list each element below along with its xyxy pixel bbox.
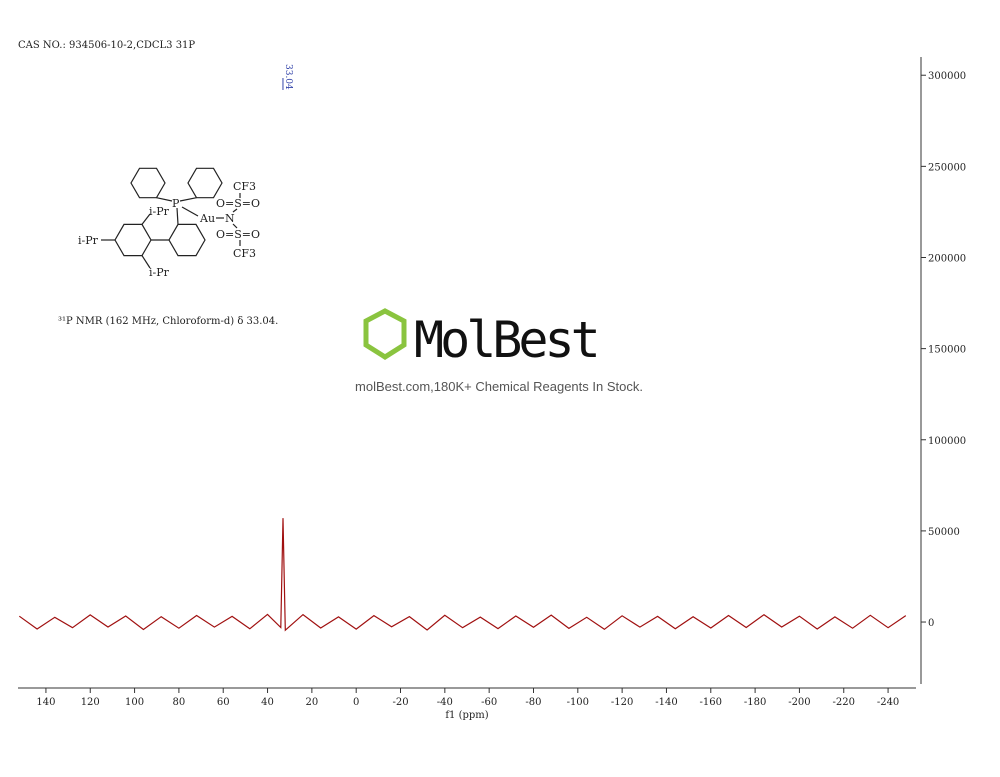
y-tick-label: 0 [928, 618, 934, 629]
x-axis-label: f1 (ppm) [445, 710, 488, 721]
atom-label: i-Pr [149, 205, 170, 218]
watermark: MolBest molBest.com,180K+ Chemical Reage… [355, 308, 643, 394]
ring [187, 167, 223, 199]
atom-label: O=S=O [216, 228, 260, 241]
x-tick-label: 80 [173, 697, 186, 708]
x-tick-label: 40 [261, 697, 274, 708]
x-tick-label: 120 [81, 697, 100, 708]
y-tick-label: 50000 [928, 527, 960, 538]
y-tick-label: 200000 [928, 253, 966, 264]
bond [176, 207, 179, 225]
peak-label: 33.04 [283, 64, 293, 90]
atom-label: i-Pr [149, 266, 170, 279]
x-tick-label: -40 [437, 697, 453, 708]
ring [168, 223, 206, 257]
y-tick-label: 150000 [928, 345, 966, 356]
x-tick-label: -240 [877, 697, 899, 708]
bond [141, 255, 151, 269]
y-tick-label: 250000 [928, 162, 966, 173]
x-tick-label: 60 [217, 697, 230, 708]
atom-label: i-Pr [78, 234, 99, 247]
y-tick-label: 300000 [928, 71, 966, 82]
x-tick-label: -100 [567, 697, 589, 708]
x-tick-label: -20 [392, 697, 408, 708]
tagline: molBest.com,180K+ Chemical Reagents In S… [355, 379, 643, 394]
spectrum-line [18, 518, 907, 632]
atom-label: Au [199, 212, 215, 225]
x-tick-label: 140 [36, 697, 55, 708]
atom-label: P [172, 197, 180, 210]
atom-label: N [225, 212, 235, 225]
bond [156, 197, 173, 202]
ring [114, 223, 152, 257]
x-tick-label: -60 [481, 697, 497, 708]
bond [179, 197, 197, 202]
chart-title: CAS NO.: 934506-10-2,CDCL3 31P [18, 40, 195, 51]
bond [181, 206, 199, 217]
atom-label: O=S=O [216, 197, 260, 210]
x-tick-label: -140 [655, 697, 677, 708]
x-tick-label: 0 [353, 697, 359, 708]
x-tick-label: 100 [125, 697, 144, 708]
x-tick-label: -80 [525, 697, 541, 708]
x-tick-label: -220 [833, 697, 855, 708]
bond [141, 213, 151, 225]
molecule: P Au N O=S=O O=S=O CF3 CF3 i-Pr i-Pr i-P… [78, 167, 260, 279]
atom-label: CF3 [233, 247, 256, 260]
logo-icon [363, 308, 407, 360]
logo-text: MolBest [414, 311, 597, 369]
bond [232, 223, 238, 229]
x-tick-label: -160 [700, 697, 722, 708]
x-tick-label: -120 [611, 697, 633, 708]
x-tick-label: -180 [744, 697, 766, 708]
nmr-text: ³¹P NMR (162 MHz, Chloroform-d) δ 33.04. [58, 316, 278, 327]
x-tick-label: -200 [788, 697, 810, 708]
y-tick-label: 100000 [928, 436, 966, 447]
atom-label: CF3 [233, 180, 256, 193]
x-tick-label: 20 [305, 697, 318, 708]
ring [130, 167, 166, 199]
bond [232, 208, 238, 213]
